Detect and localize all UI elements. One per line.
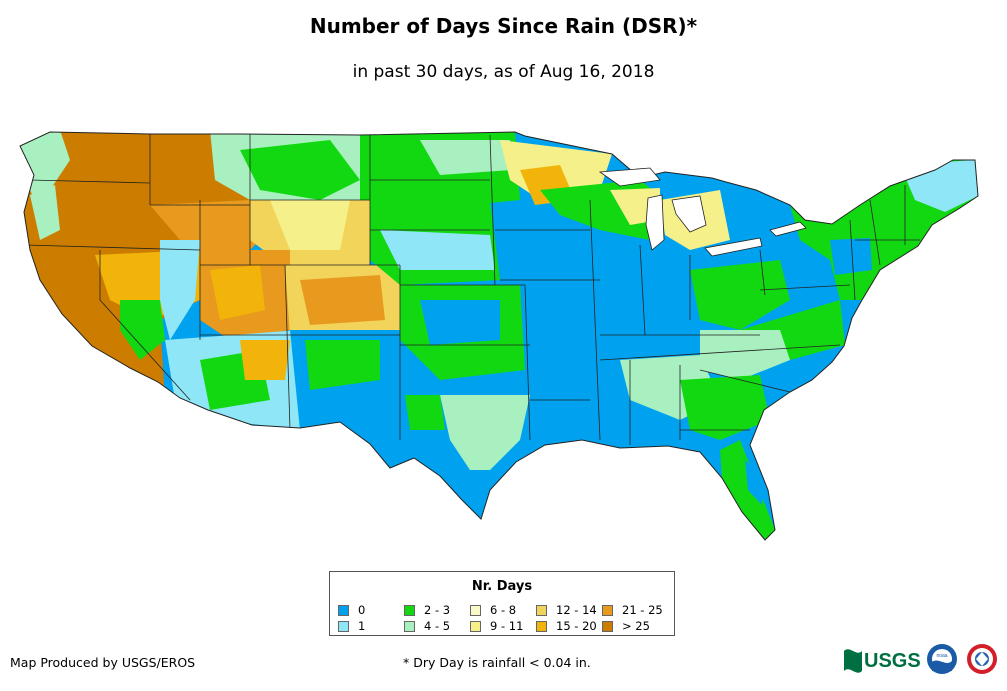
dsr-map — [19, 131, 979, 541]
legend-label: 9 - 11 — [490, 619, 524, 633]
usgs-logo: USGS — [844, 649, 921, 673]
legend-swatch-7 — [536, 620, 547, 632]
legend-item: 12 - 14 — [536, 602, 602, 618]
footnote-text: * Dry Day is rainfall < 0.04 in. — [403, 655, 591, 670]
legend-swatch-2 — [404, 604, 415, 616]
nws-logo — [967, 644, 997, 674]
legend-swatch-4 — [470, 604, 481, 616]
map-title: Number of Days Since Rain (DSR)* — [309, 14, 698, 38]
legend-grid: 0 1 2 - 3 4 - 5 6 - 8 9 - 11 12 - 14 15 … — [338, 602, 668, 634]
legend-item: 15 - 20 — [536, 618, 602, 634]
legend-swatch-9 — [602, 620, 613, 632]
legend-label: 1 — [358, 619, 366, 633]
legend-swatch-1 — [338, 620, 349, 632]
legend-item: 0 — [338, 602, 404, 618]
legend-swatch-8 — [602, 604, 613, 616]
legend-label: > 25 — [622, 619, 650, 633]
legend-item: 1 — [338, 618, 404, 634]
legend-label: 6 - 8 — [490, 603, 517, 617]
legend-label: 21 - 25 — [622, 603, 663, 617]
legend-item: 2 - 3 — [404, 602, 470, 618]
legend-swatch-5 — [470, 620, 481, 632]
map-subtitle: in past 30 days, as of Aug 16, 2018 — [352, 62, 655, 82]
legend-swatch-3 — [404, 620, 415, 632]
legend-item: 9 - 11 — [470, 618, 536, 634]
legend-label: 0 — [358, 603, 366, 617]
legend: Nr. Days 0 1 2 - 3 4 - 5 6 - 8 9 - 11 12… — [329, 571, 675, 636]
credit-text: Map Produced by USGS/EROS — [10, 655, 196, 670]
legend-item: > 25 — [602, 618, 668, 634]
legend-item: 21 - 25 — [602, 602, 668, 618]
usgs-logo-text: USGS — [864, 650, 921, 672]
legend-item: 4 - 5 — [404, 618, 470, 634]
legend-label: 4 - 5 — [424, 619, 451, 633]
legend-label: 2 - 3 — [424, 603, 451, 617]
legend-label: 15 - 20 — [556, 619, 597, 633]
legend-swatch-6 — [536, 604, 547, 616]
agency-logos: USGS noaa — [844, 644, 997, 674]
noaa-logo: noaa — [927, 644, 957, 674]
legend-label: 12 - 14 — [556, 603, 597, 617]
noaa-logo-text: noaa — [936, 653, 947, 659]
legend-swatch-0 — [338, 604, 349, 616]
legend-title: Nr. Days — [471, 579, 533, 594]
legend-item: 6 - 8 — [470, 602, 536, 618]
